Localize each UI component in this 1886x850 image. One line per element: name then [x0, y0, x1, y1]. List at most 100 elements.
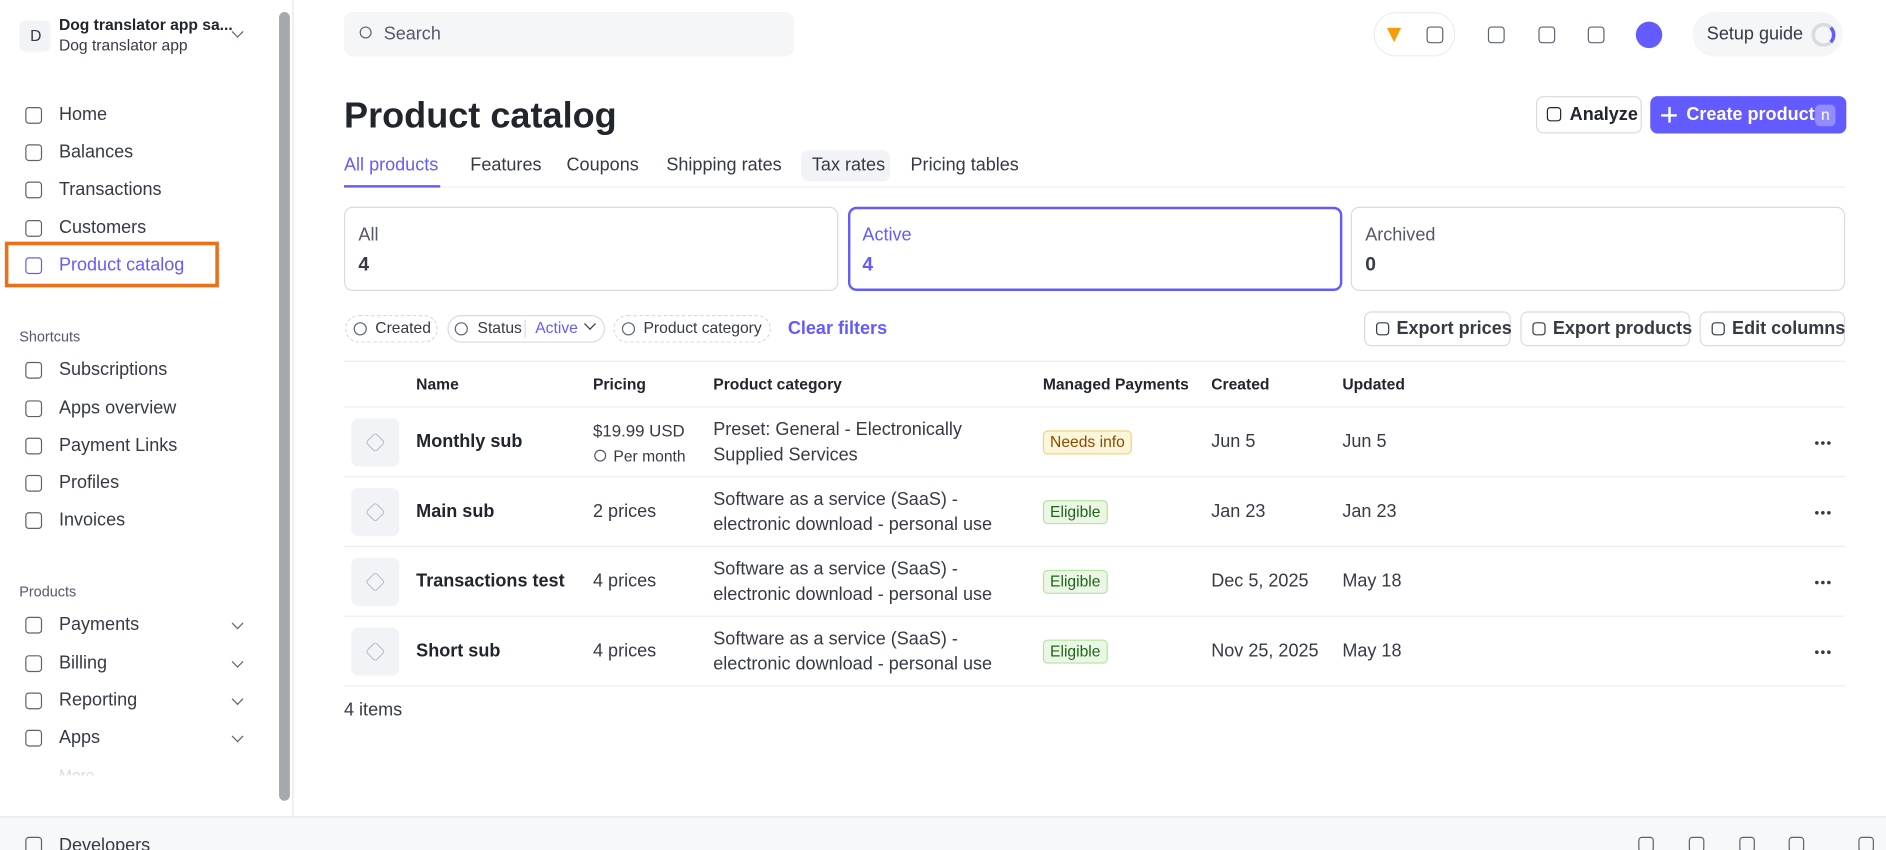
scrollbar: [279, 12, 290, 801]
icon: [1538, 26, 1556, 44]
tab[interactable]: Tax rates: [811, 155, 886, 176]
tab[interactable]: All products: [344, 155, 439, 176]
clear-filters[interactable]: Clear filters: [787, 318, 888, 340]
icon: [25, 144, 43, 162]
status-card[interactable]: [847, 206, 1343, 291]
column-header: Product category: [713, 375, 842, 394]
shortcut-item[interactable]: Payment Links: [58, 435, 178, 456]
status-card[interactable]: [1350, 206, 1846, 291]
icon: [1788, 836, 1805, 850]
more-dot[interactable]: [1821, 649, 1825, 654]
column-header: Created: [1211, 375, 1270, 394]
tab-highlight: [801, 150, 891, 182]
icon-pill: [1373, 12, 1456, 57]
create-product-button[interactable]: [1650, 96, 1847, 134]
chevron-icon: [231, 730, 244, 743]
icon: [1587, 26, 1605, 44]
icon: [1858, 836, 1874, 850]
nav-item[interactable]: Product catalog: [58, 254, 185, 276]
filter-pill[interactable]: [345, 314, 438, 343]
item-count: 4 items: [344, 699, 403, 721]
more-dot[interactable]: [1815, 440, 1819, 445]
product-nav-item[interactable]: Payments: [58, 614, 140, 635]
product-nav-item[interactable]: Reporting: [58, 690, 138, 711]
product-nav-item[interactable]: Apps: [58, 727, 101, 748]
icon: [25, 361, 43, 379]
more-dot[interactable]: [1821, 510, 1825, 514]
product-name[interactable]: Main sub: [416, 501, 495, 522]
shortcut-item[interactable]: Apps overview: [58, 397, 177, 419]
action-button[interactable]: [1699, 311, 1846, 347]
column-header: Managed Payments: [1042, 375, 1189, 394]
analyze-button[interactable]: [1535, 96, 1642, 134]
updated-date: May 18: [1342, 640, 1402, 662]
product-name[interactable]: Monthly sub: [416, 431, 523, 453]
tab[interactable]: Coupons: [566, 155, 639, 176]
nav-item[interactable]: Customers: [58, 217, 147, 239]
tab[interactable]: Features: [470, 155, 542, 176]
filter-pill[interactable]: [613, 314, 772, 343]
developers-link[interactable]: Developers: [58, 835, 151, 850]
nav-item[interactable]: Balances: [58, 141, 134, 163]
icon: [25, 729, 43, 747]
icon: [25, 474, 43, 492]
shortcut-item[interactable]: Invoices: [58, 509, 126, 531]
filter-separator: [524, 319, 526, 338]
more-dot[interactable]: [1827, 649, 1831, 654]
sidebar-divider: [292, 0, 294, 817]
action-label: Edit columns: [1732, 318, 1846, 340]
icon: [25, 836, 43, 850]
more-dot[interactable]: [1827, 580, 1831, 584]
more-dot[interactable]: [1815, 510, 1819, 514]
account-initial: D: [30, 26, 42, 45]
tab[interactable]: Shipping rates: [666, 155, 782, 176]
status-card[interactable]: [344, 206, 839, 291]
table-border: [344, 360, 1846, 362]
analyze-label: Analyze: [1569, 104, 1638, 126]
action-button[interactable]: [1520, 311, 1690, 347]
updated-date: Jun 5: [1342, 431, 1387, 453]
icon: [1426, 26, 1444, 44]
status-count: 0: [1365, 254, 1376, 276]
more-dot[interactable]: [1827, 510, 1831, 514]
more-dot[interactable]: [1821, 440, 1825, 445]
action-button[interactable]: [1363, 311, 1511, 347]
chevron-icon: [231, 655, 244, 668]
more-dot[interactable]: [1821, 580, 1825, 584]
column-header: Updated: [1342, 375, 1405, 394]
more-dot[interactable]: [1827, 440, 1831, 445]
product-thumbnail: [351, 488, 400, 537]
account-name[interactable]: Dog translator app sa...: [58, 15, 233, 34]
icon: [25, 512, 43, 529]
chevron-icon: [231, 25, 244, 38]
product-name[interactable]: Transactions test: [416, 571, 565, 592]
managed-badge: Eligible: [1042, 569, 1108, 594]
shortcut-item[interactable]: Profiles: [58, 472, 120, 493]
nav-item[interactable]: Home: [58, 104, 108, 126]
icon: [1532, 321, 1546, 335]
tab[interactable]: Pricing tables: [910, 155, 1019, 176]
category-line: electronic download - personal use: [713, 654, 993, 675]
filter-pill[interactable]: [447, 314, 606, 343]
page-title: Product catalog: [344, 96, 617, 136]
icon: [1487, 26, 1505, 44]
shortcut-badge: [1815, 104, 1836, 127]
category-line: Supplied Services: [713, 444, 858, 466]
create-button[interactable]: [1635, 21, 1663, 49]
search-box[interactable]: [344, 12, 794, 57]
nav-item[interactable]: Transactions: [58, 179, 162, 200]
progress-ring: [1811, 22, 1836, 47]
more-dot[interactable]: [1815, 580, 1819, 584]
product-nav-item[interactable]: Billing: [58, 652, 108, 674]
more-dot[interactable]: [1815, 649, 1819, 654]
row-separator: [344, 476, 1846, 478]
icon: [1376, 321, 1390, 335]
product-name[interactable]: Short sub: [416, 640, 501, 662]
filter-value: Active: [535, 318, 578, 337]
active-highlight: [4, 241, 219, 288]
tab-underline: [344, 185, 441, 188]
chevron-icon: [231, 617, 244, 630]
icon: [25, 437, 43, 455]
shortcut-item[interactable]: Subscriptions: [58, 359, 168, 380]
pricing: $19.99 USD: [592, 420, 685, 441]
